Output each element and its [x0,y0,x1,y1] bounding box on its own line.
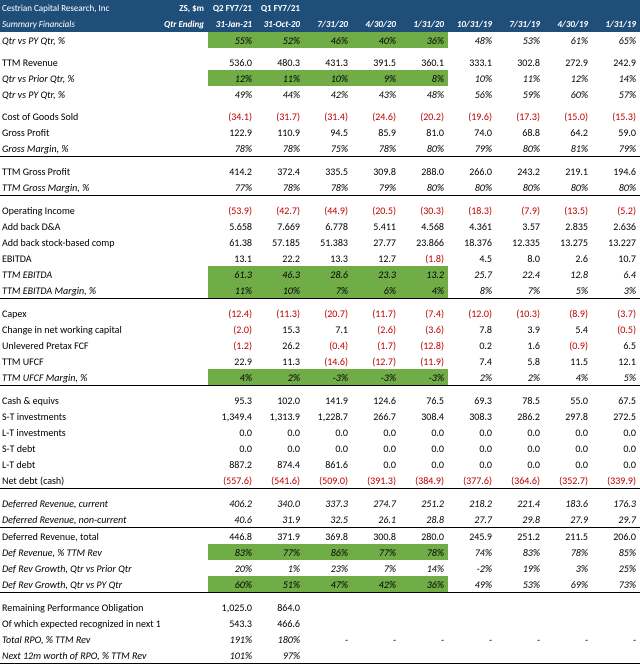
row-label-43: Next 12m worth of RPO, % TTM Rev [0,647,160,664]
data-row: Def Rev Growth, Qtr vs PY Qtr60%51%47%42… [0,576,640,593]
row-label-20: Capex [0,305,160,321]
row-label-18: TTM EBITDA Margin, % [0,282,160,299]
row-label-28: L-T investments [0,424,160,440]
row-label-14: Add back D&A [0,218,160,234]
data-row: Gross Profit122.9110.994.585.981.074.068… [0,124,640,140]
data-row: Deferred Revenue, current406.2340.0337.3… [0,495,640,511]
row-label-33: Deferred Revenue, current [0,495,160,511]
data-row: TTM EBITDA Margin, %11%10%7%6%4%8%7%5%3% [0,282,640,299]
data-row: Net debt (cash)(557.6)(541.6)(509.0)(391… [0,472,640,489]
data-row: Deferred Revenue, total446.8371.9369.830… [0,528,640,545]
row-label-15: Add back stock-based comp [0,234,160,250]
row-label-16: EBITDA [0,250,160,266]
data-row: Qtr vs Prior Qtr, %12%11%10%9%8%10%11%12… [0,70,640,86]
row-label-22: Unlevered Pretax FCF [0,337,160,353]
data-row: S-T investments1,349.41,313.91,228.7266.… [0,408,640,424]
data-row: Total RPO, % TTM Rev191%180%------- [0,631,640,647]
summary-label: Summary Financials [0,16,160,32]
data-row: TTM Revenue536.0480.3431.3391.5360.1333.… [0,54,640,70]
data-row: S-T debt0.00.00.00.00.00.00.00.00.0 [0,440,640,456]
data-row: Def Rev Growth, Qtr vs Prior Qtr20%1%23%… [0,560,640,576]
data-row: Qtr vs PY Qtr, %49%44%42%43%48%56%59%60%… [0,86,640,102]
row-label-6: Cost of Goods Sold [0,108,160,124]
data-row: Change in net working capital(2.0)15.37.… [0,321,640,337]
row-label-4: Qtr vs PY Qtr, % [0,86,160,102]
data-row: Cost of Goods Sold(34.1)(31.7)(31.4)(24.… [0,108,640,124]
data-row: Capex(12.4)(11.3)(20.7)(11.7)(7.4)(12.0)… [0,305,640,321]
row-label-38: Def Rev Growth, Qtr vs PY Qtr [0,576,160,593]
data-row: Next 12m worth of RPO, % TTM Rev101%97% [0,647,640,664]
data-row: Deferred Revenue, non-current40.631.932.… [0,511,640,528]
financials-table: Cestrian Capital Research, IncZS, $mQ2 F… [0,0,640,664]
data-row: Def Revenue, % TTM Rev83%77%86%77%78%74%… [0,544,640,560]
row-label-34: Deferred Revenue, non-current [0,511,160,528]
row-label-23: TTM UFCF [0,353,160,369]
row-label-36: Def Revenue, % TTM Rev [0,544,160,560]
data-row: Add back D&A5.6587.6696.7785.4114.5684.3… [0,218,640,234]
data-row: TTM UFCF22.911.3(14.6)(12.7)(11.9)7.45.8… [0,353,640,369]
row-label-3: Qtr vs Prior Qtr, % [0,70,160,86]
row-label-29: S-T debt [0,440,160,456]
row-label-27: S-T investments [0,408,160,424]
data-row: Unlevered Pretax FCF(1.2)26.2(0.4)(1.7)(… [0,337,640,353]
row-label-2: TTM Revenue [0,54,160,70]
data-row: Remaining Performance Obligation1,025.08… [0,599,640,615]
data-row: Of which expected recognized in next 12m… [0,615,640,631]
data-row: TTM Gross Margin, %77%78%78%79%80%80%80%… [0,179,640,196]
financial-sheet: { "title1":"Cestrian Capital Research, I… [0,0,640,664]
data-row: L-T investments0.00.00.00.00.00.00.00.00… [0,424,640,440]
data-row: Gross Margin, %78%78%75%78%80%79%80%81%7… [0,140,640,157]
row-label-21: Change in net working capital [0,321,160,337]
row-label-26: Cash & equivs [0,392,160,408]
row-label-35: Deferred Revenue, total [0,528,160,545]
row-label-10: TTM Gross Profit [0,163,160,179]
row-label-41: Of which expected recognized in next 12m [0,615,160,631]
data-row: TTM EBITDA61.346.328.623.313.225.722.412… [0,266,640,282]
data-row: EBITDA13.122.213.312.7(1.8)4.58.02.610.7 [0,250,640,266]
row-label-24: TTM UFCF Margin, % [0,369,160,386]
row-label-7: Gross Profit [0,124,160,140]
row-label-17: TTM EBITDA [0,266,160,282]
row-label-40: Remaining Performance Obligation [0,599,160,615]
data-row: L-T debt887.2874.4861.60.00.00.00.00.00.… [0,456,640,472]
data-row: Cash & equivs95.3102.0141.9124.676.569.3… [0,392,640,408]
data-row: TTM Gross Profit414.2372.4335.5309.8288.… [0,163,640,179]
row-label-13: Operating Income [0,202,160,218]
data-row: Operating Income(53.9)(42.7)(44.9)(20.5)… [0,202,640,218]
row-label-8: Gross Margin, % [0,140,160,157]
company-name: Cestrian Capital Research, Inc [0,0,160,16]
row-label-30: L-T debt [0,456,160,472]
row-label-11: TTM Gross Margin, % [0,179,160,196]
data-row: Qtr vs PY Qtr, %55%52%46%40%36%48%53%61%… [0,32,640,48]
row-label-31: Net debt (cash) [0,472,160,489]
data-row: Add back stock-based comp61.3857.18551.3… [0,234,640,250]
row-label-42: Total RPO, % TTM Rev [0,631,160,647]
row-label-37: Def Rev Growth, Qtr vs Prior Qtr [0,560,160,576]
row-label-0: Qtr vs PY Qtr, % [0,32,160,48]
data-row: TTM UFCF Margin, %4%2%-3%-3%-3%2%2%4%5% [0,369,640,386]
